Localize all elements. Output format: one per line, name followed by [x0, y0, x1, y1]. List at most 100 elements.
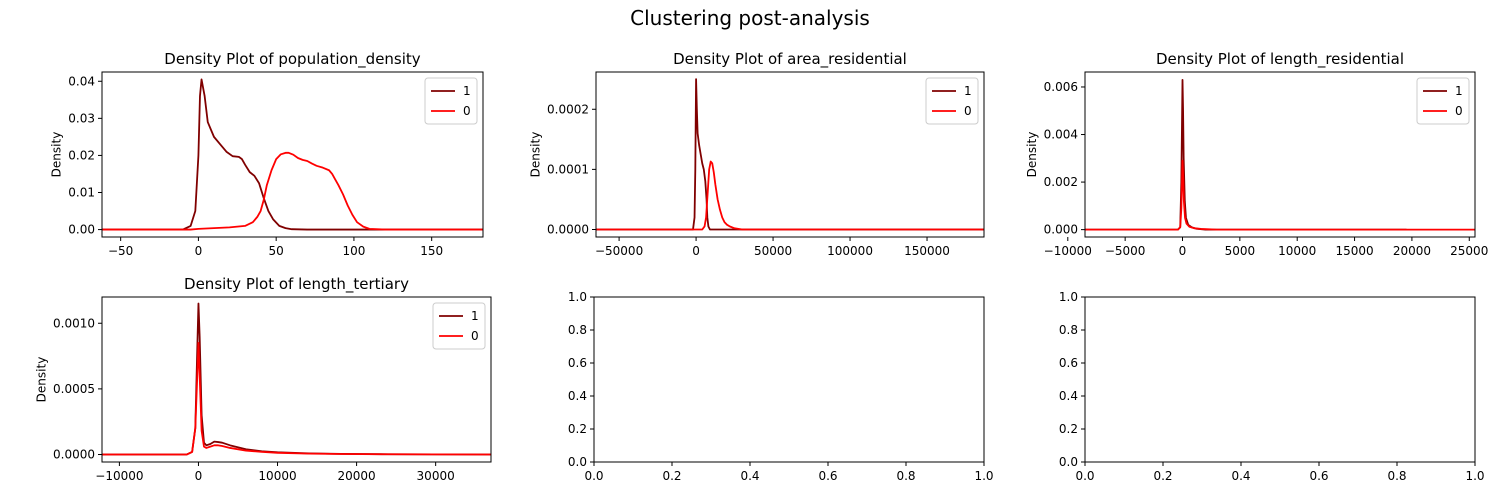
x-tick-label: 0.2 — [662, 469, 681, 483]
series-line-0 — [102, 342, 491, 456]
y-tick-label: 0.0 — [568, 455, 587, 469]
legend-label-1: 1 — [964, 84, 972, 98]
y-tick-label: 0.8 — [1059, 323, 1078, 337]
x-tick-label: −50 — [108, 244, 133, 258]
y-tick-label: 0.8 — [568, 323, 587, 337]
x-tick-label: −50000 — [595, 244, 643, 258]
x-tick-label: 100 — [342, 244, 365, 258]
y-tick-label: 0.6 — [568, 356, 587, 370]
axes-frame — [101, 71, 484, 238]
y-tick-label: 0.0002 — [547, 102, 589, 116]
y-tick-label: 0.4 — [1059, 389, 1078, 403]
y-tick-label: 0.01 — [68, 186, 95, 200]
legend-box — [432, 302, 486, 350]
series-line-0 — [596, 160, 984, 231]
y-tick-label: 0.0 — [1059, 455, 1078, 469]
x-tick-label: 0 — [1179, 244, 1187, 258]
y-tick-label: 0.0000 — [53, 448, 95, 462]
y-axis-label: Density — [49, 132, 63, 178]
axes-frame — [1084, 296, 1476, 463]
y-axis-label: Density — [529, 132, 543, 178]
legend-box — [1416, 77, 1470, 125]
y-axis-label: Density — [1025, 132, 1039, 178]
legend-label-0: 0 — [964, 104, 972, 118]
figure-title: Clustering post-analysis — [630, 6, 870, 30]
y-tick-label: 0.2 — [1059, 422, 1078, 436]
x-tick-label: 0.8 — [1387, 469, 1406, 483]
legend: 10 — [424, 77, 478, 125]
y-tick-label: 0.0001 — [547, 162, 589, 176]
subplot-6: 0.0 0.2 0.4 0.6 0.8 1.0 0.0 0.2 0.4 0.6 0.8 1.0 — [1059, 290, 1485, 483]
x-tick-label: 20000 — [1393, 244, 1431, 258]
x-tick-label: 50 — [269, 244, 284, 258]
y-tick-label: 0.00 — [68, 223, 95, 237]
x-tick-label: 0 — [195, 469, 203, 483]
x-tick-label: 1.0 — [1465, 469, 1484, 483]
subplot-4: −10000 0 10000 20000 30000 0.0000 0.0005 0.0010… — [35, 275, 492, 483]
y-tick-label: 0.2 — [568, 422, 587, 436]
legend-label-0: 0 — [471, 329, 479, 343]
y-tick-label: 0.03 — [68, 111, 95, 125]
axes-frame — [593, 296, 985, 463]
y-tick-label: 0.000 — [1044, 223, 1078, 237]
x-tick-label: 0.8 — [896, 469, 915, 483]
x-tick-label: −10000 — [1044, 244, 1092, 258]
legend-label-0: 0 — [463, 104, 471, 118]
legend-box — [925, 77, 979, 125]
x-tick-label: 0.0 — [1075, 469, 1094, 483]
x-tick-label: 0.6 — [818, 469, 837, 483]
y-tick-label: 0.0010 — [53, 316, 95, 330]
y-tick-label: 1.0 — [1059, 290, 1078, 304]
x-tick-label: 10000 — [1278, 244, 1316, 258]
x-tick-label: 25000 — [1450, 244, 1488, 258]
x-tick-label: 0.2 — [1153, 469, 1172, 483]
x-tick-label: 0.0 — [584, 469, 603, 483]
subplot-title: Density Plot of length_tertiary — [184, 275, 409, 294]
y-tick-label: 0.6 — [1059, 356, 1078, 370]
legend-label-1: 1 — [463, 84, 471, 98]
subplot-1: −50 0 50 100 150 0.00 0.01 0.02 0.03 0.04 Density … — [49, 50, 484, 258]
axes-frame — [595, 71, 985, 238]
y-tick-label: 0.004 — [1044, 128, 1078, 142]
subplot-5: 0.0 0.2 0.4 0.6 0.8 1.0 0.0 0.2 0.4 0.6 0.8 1.0 — [568, 290, 994, 483]
y-tick-label: 0.002 — [1044, 175, 1078, 189]
subplot-3: −10000 −5000 0 5000 10000 15000 20000 25000 0.00… — [1025, 50, 1488, 258]
legend: 10 — [1416, 77, 1470, 125]
series-line-0 — [102, 151, 483, 231]
subplot-title: Density Plot of population_density — [164, 50, 421, 69]
x-tick-label: 150 — [420, 244, 443, 258]
legend-label-1: 1 — [1455, 84, 1463, 98]
subplot-title: Density Plot of area_residential — [673, 50, 907, 69]
series-line-1 — [596, 78, 984, 231]
x-tick-label: −10000 — [95, 469, 143, 483]
x-tick-label: 150000 — [904, 244, 950, 258]
x-tick-label: 5000 — [1225, 244, 1256, 258]
legend-box — [424, 77, 478, 125]
y-tick-label: 0.02 — [68, 148, 95, 162]
y-tick-label: 0.0000 — [547, 222, 589, 236]
axes-frame — [1084, 71, 1476, 238]
x-tick-label: 30000 — [417, 469, 455, 483]
y-tick-label: 0.006 — [1044, 80, 1078, 94]
x-tick-label: 15000 — [1335, 244, 1373, 258]
y-tick-label: 0.04 — [68, 74, 95, 88]
x-tick-label: 0 — [692, 244, 700, 258]
series-line-0 — [1085, 159, 1475, 231]
x-tick-label: 50000 — [754, 244, 792, 258]
y-tick-label: 1.0 — [568, 290, 587, 304]
y-axis-label: Density — [35, 357, 49, 403]
series-line-1 — [102, 78, 483, 231]
x-tick-label: 0.4 — [740, 469, 759, 483]
legend: 10 — [432, 302, 486, 350]
y-tick-label: 0.0005 — [53, 382, 95, 396]
x-tick-label: 10000 — [258, 469, 296, 483]
legend: 10 — [925, 77, 979, 125]
x-tick-label: 20000 — [337, 469, 375, 483]
x-tick-label: −5000 — [1105, 244, 1146, 258]
subplot-title: Density Plot of length_residential — [1156, 50, 1404, 69]
subplot-2: −50000 0 50000 100000 150000 0.0000 0.0001 0.00… — [529, 50, 985, 258]
legend-label-1: 1 — [471, 309, 479, 323]
x-tick-label: 0.4 — [1231, 469, 1250, 483]
y-tick-label: 0.4 — [568, 389, 587, 403]
